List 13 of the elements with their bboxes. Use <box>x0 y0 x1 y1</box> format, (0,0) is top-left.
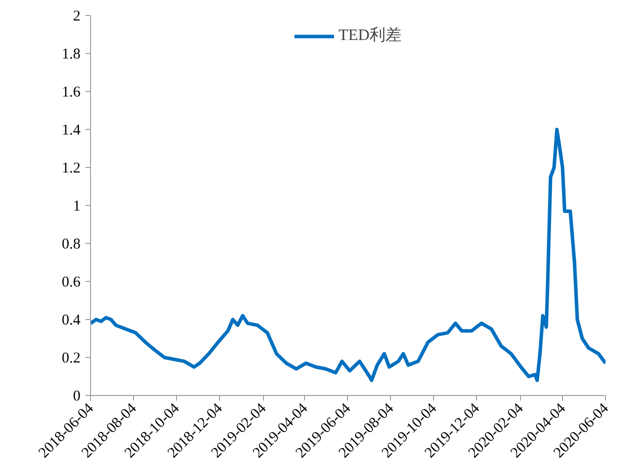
y-tick-label: 0.2 <box>62 350 80 366</box>
y-tick-label: 1.4 <box>62 122 81 138</box>
y-tick-label: 0.4 <box>62 312 81 328</box>
y-tick-label: 0.8 <box>62 236 80 252</box>
y-tick-label: 1.6 <box>62 84 81 100</box>
y-tick-label: 0.6 <box>62 274 81 290</box>
y-tick-label: 1.8 <box>62 46 80 62</box>
legend-label: TED利差 <box>338 26 402 46</box>
y-tick-label: 1 <box>73 198 80 214</box>
line-series <box>90 128 606 382</box>
y-tick-label: 0 <box>73 388 80 404</box>
y-tick-label: 2 <box>73 8 80 24</box>
y-tick-label: 1.2 <box>62 160 80 176</box>
